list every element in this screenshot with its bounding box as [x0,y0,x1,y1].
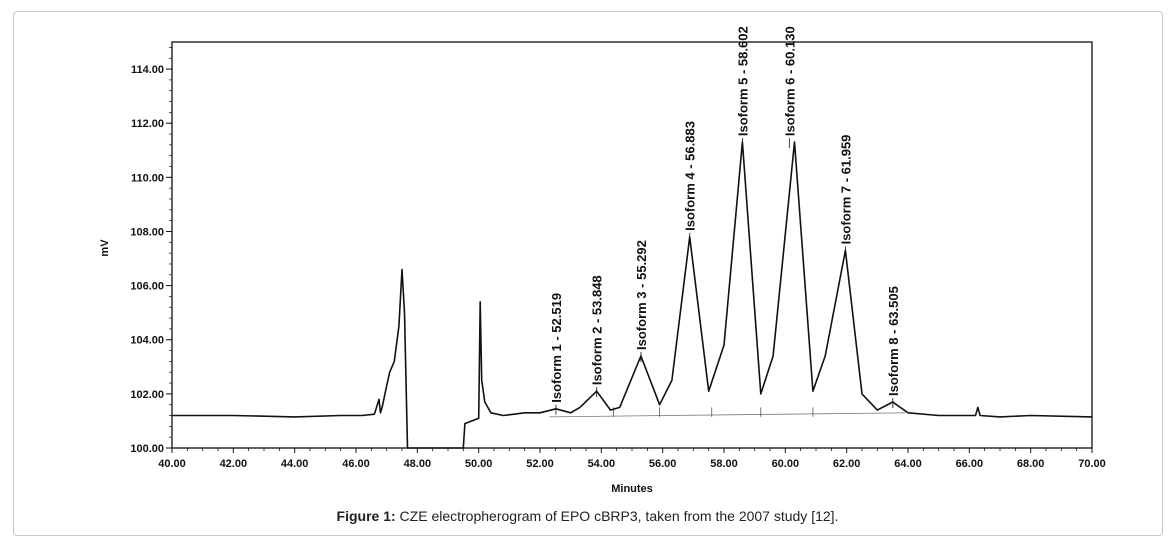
y-tick-label: 114.00 [131,64,164,76]
y-tick-label: 102.00 [130,389,164,401]
x-tick-label: 58.00 [710,458,738,470]
x-tick-label: 70.00 [1078,458,1106,470]
x-tick-label: 64.00 [894,458,922,470]
x-tick-label: 66.00 [956,458,984,470]
x-axis-label: Minutes [611,483,653,495]
x-tick-label: 40.00 [158,458,186,470]
peak-label: Isoform 7 - 61.959 [838,135,853,245]
x-tick-label: 68.00 [1017,458,1045,470]
peak-label: Isoform 3 - 55.292 [634,240,649,350]
x-tick-label: 54.00 [588,458,616,470]
trace-line [172,141,1093,449]
y-tick-label: 100.00 [130,443,164,455]
peak-label: Isoform 8 - 63.505 [886,286,901,396]
peak-label: Isoform 2 - 53.848 [590,275,605,385]
y-tick-label: 106.00 [130,281,164,293]
x-tick-label: 42.00 [220,458,248,470]
peak-label: Isoform 4 - 56.883 [683,121,698,231]
electropherogram-chart: 40.00 42.00 44.00 46.00 48.00 50.00 52.00 54.00… [99,26,1106,495]
y-tick-label: 110.00 [131,172,164,184]
y-tick-label: 112.00 [131,118,164,130]
x-tick-label: 50.00 [465,458,493,470]
caption-prefix: Figure 1: [336,508,396,524]
figure-caption: Figure 1: CZE electropherogram of EPO cB… [0,508,1175,524]
x-tick-label: 46.00 [342,458,370,470]
y-tick-label: 108.00 [130,226,164,238]
peak-label: Isoform 1 - 52.519 [549,293,564,403]
plot-area-border [171,41,1093,449]
y-axis-label: mV [99,239,111,257]
x-tick-label: 48.00 [404,458,432,470]
peak-label: Isoform 5 - 58.602 [735,26,750,136]
caption-text: CZE electropherogram of EPO cBRP3, taken… [395,508,839,524]
x-tick-label: 62.00 [833,458,861,470]
x-tick-label: 44.00 [281,458,309,470]
x-tick-label: 52.00 [526,458,554,470]
integration-baseline [549,412,905,418]
y-tick-label: 104.00 [130,335,164,347]
x-tick-label: 60.00 [772,458,800,470]
x-tick-label: 56.00 [649,458,677,470]
peak-label: Isoform 6 - 60.130 [782,26,797,136]
